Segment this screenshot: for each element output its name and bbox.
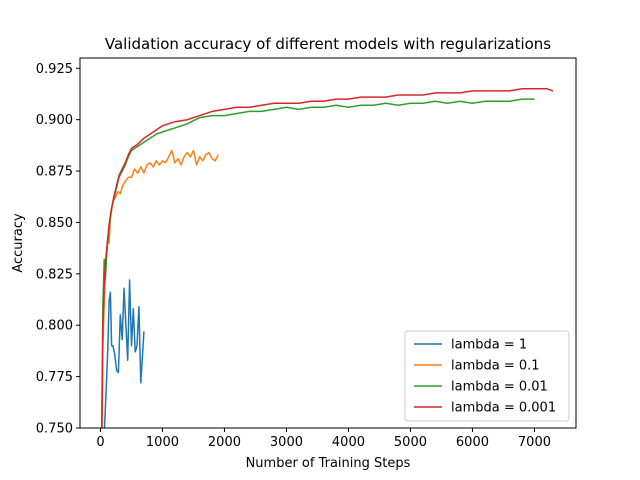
series-line-0 — [103, 279, 145, 428]
y-tick-label: 0.850 — [36, 216, 73, 231]
y-tick-label: 0.900 — [36, 113, 73, 128]
x-axis-label: Number of Training Steps — [246, 456, 411, 471]
x-tick-label: 4000 — [332, 435, 365, 450]
x-tick-label: 0 — [96, 435, 104, 450]
y-tick-label: 0.750 — [36, 422, 73, 437]
legend-box — [404, 330, 570, 422]
legend-label: lambda = 0.001 — [451, 401, 556, 416]
x-tick-label: 6000 — [456, 435, 489, 450]
y-tick-label: 0.800 — [36, 319, 73, 334]
y-tick-label: 0.925 — [36, 62, 73, 77]
legend-label: lambda = 0.1 — [451, 359, 540, 374]
x-tick-label: 2000 — [208, 435, 241, 450]
y-axis-label: Accuracy — [11, 213, 26, 273]
legend-label: lambda = 1 — [451, 338, 527, 353]
y-tick-label: 0.825 — [36, 267, 73, 282]
x-tick-label: 1000 — [146, 435, 179, 450]
y-tick-label: 0.775 — [36, 370, 73, 385]
chart-title: Validation accuracy of different models … — [105, 35, 551, 53]
legend: lambda = 1 lambda = 0.1 lambda = 0.01 lambd… — [404, 330, 570, 422]
legend-label: lambda = 0.01 — [451, 380, 548, 395]
series-line-3 — [101, 88, 554, 428]
x-tick-label: 3000 — [270, 435, 303, 450]
y-axis: 0.750 0.775 0.800 0.825 0.850 0.875 0.900 0.925 — [36, 62, 80, 437]
x-tick-label: 7000 — [518, 435, 551, 450]
series-layer — [100, 88, 554, 428]
x-tick-label: 5000 — [394, 435, 427, 450]
x-axis: 0 1000 2000 3000 4000 5000 6000 7000 — [96, 428, 551, 450]
y-tick-label: 0.875 — [36, 165, 73, 180]
plot-area-frame — [79, 57, 577, 429]
